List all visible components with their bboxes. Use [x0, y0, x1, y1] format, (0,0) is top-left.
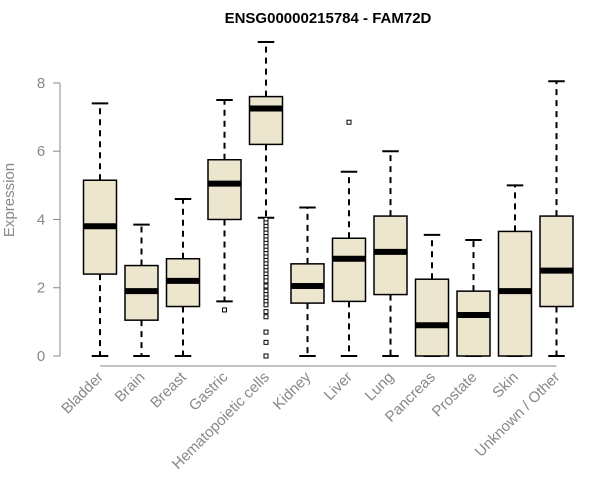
category-label: Skin [489, 369, 522, 402]
category-label: Bladder [58, 369, 107, 418]
box-iqr [207, 159, 242, 221]
box-iqr [373, 215, 408, 296]
box-iqr [414, 278, 450, 357]
category-label: Prostate [429, 369, 481, 421]
box-group [497, 184, 533, 357]
outlier-point [346, 119, 352, 125]
box-group [82, 102, 118, 357]
category-label: Breast [147, 368, 190, 411]
y-tick-label: 6 [37, 143, 45, 160]
box-iqr [248, 95, 284, 146]
box-group [248, 41, 284, 359]
outlier-point [222, 307, 227, 313]
box-layer [82, 41, 574, 359]
outlier-point [263, 329, 269, 335]
box-iqr [331, 237, 367, 303]
box-group [290, 206, 325, 357]
outlier-point [263, 302, 269, 308]
box-iqr [456, 290, 491, 357]
box-group [331, 119, 367, 357]
category-label: Kidney [270, 368, 315, 413]
category-label: Brain [112, 369, 149, 406]
box-group [207, 99, 242, 313]
box-group [539, 80, 574, 357]
y-tick-label: 2 [37, 280, 45, 297]
box-group [373, 150, 408, 357]
outlier-point [263, 353, 269, 359]
box-group [414, 233, 450, 357]
y-tick-label: 0 [37, 348, 45, 365]
outlier-point [263, 314, 269, 320]
outlier-point [263, 283, 269, 289]
axis-layer: 0 2 4 6 8 [37, 75, 557, 367]
chart-title: ENSG00000215784 - FAM72D [225, 10, 432, 27]
y-axis-label: Expression [1, 163, 18, 237]
box-group [124, 223, 159, 357]
outlier-point [263, 278, 269, 284]
box-group [456, 238, 491, 357]
outlier-point [263, 309, 269, 315]
box-iqr [539, 215, 574, 308]
box-group [165, 198, 201, 357]
category-label: Lung [362, 369, 398, 405]
outlier-point [263, 339, 269, 345]
y-tick-label: 4 [37, 211, 45, 228]
y-tick-label: 8 [37, 75, 45, 92]
category-label: Liver [321, 369, 356, 404]
